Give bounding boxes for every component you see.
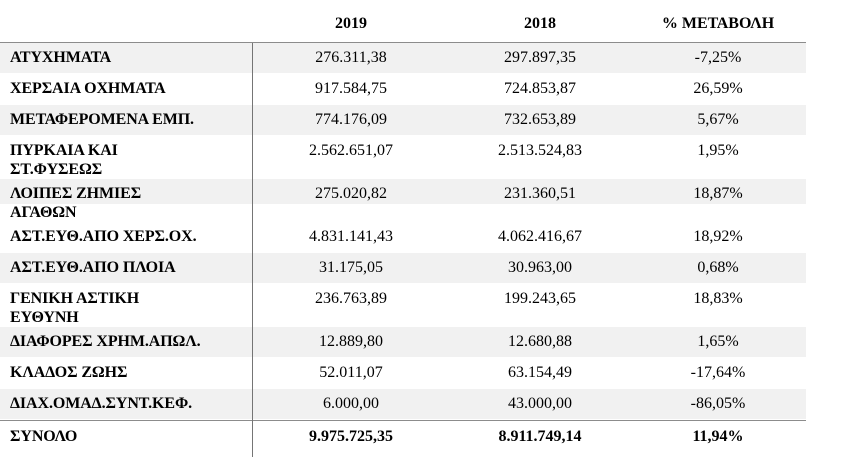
table-row: ΑΣΤ.ΕΥΘ.ΑΠΟ ΧΕΡΣ.ΟΧ. 4.831.141,43 4.062.… [0,222,806,253]
row-value-2019: 9.975.725,35 [309,428,393,445]
row-label: ΣΥΝΟΛΟ [10,428,78,445]
row-label: ΜΕΤΑΦΕΡΟΜΕΝΑ ΕΜΠ. [10,111,194,128]
row-label: ΧΕΡΣΑΙΑ ΟΧΗΜΑΤΑ [10,80,166,97]
row-value-2019: 276.311,38 [315,49,387,66]
table-body: ΑΤΥΧΗΜΑΤΑ 276.311,38 297.897,35 -7,25% Χ… [0,43,806,453]
row-value-2018: 63.154,49 [508,364,572,381]
row-label: ΓΕΝΙΚΗ ΑΣΤΙΚΗ ΕΥΘΥΝΗ [10,290,140,326]
row-value-change: 1,65% [697,333,739,350]
row-value-change: 11,94% [692,428,744,445]
row-value-2018: 43.000,00 [508,395,572,412]
header-cell-empty [0,14,252,42]
row-value-change: -17,64% [690,364,746,381]
table-row: ΔΙΑΧ.ΟΜΑΔ.ΣΥΝΤ.ΚΕΦ. 6.000,00 43.000,00 -… [0,389,806,420]
row-value-change: 5,67% [697,111,739,128]
row-value-change: 1,95% [697,142,739,159]
row-value-2019: 52.011,07 [319,364,383,381]
row-value-2019: 774.176,09 [315,111,387,128]
row-label: ΑΣΤ.ΕΥΘ.ΑΠΟ ΧΕΡΣ.ΟΧ. [10,228,197,245]
row-value-change: -86,05% [690,395,746,412]
row-value-2019: 236.763,89 [315,290,387,307]
row-value-change: 18,83% [693,290,743,307]
row-label: ΠΥΡΚΑΙΑ ΚΑΙ ΣΤ.ΦΥΣΕΩΣ [10,142,118,178]
row-value-2018: 732.653,89 [504,111,576,128]
table-row: ΔΙΑΦΟΡΕΣ ΧΡΗΜ.ΑΠΩΛ. 12.889,80 12.680,88 … [0,327,806,358]
row-value-change: 18,92% [693,228,743,245]
table-header-row: 2019 2018 % ΜΕΤΑΒΟΛΗ [0,8,806,43]
table-total-row: ΣΥΝΟΛΟ 9.975.725,35 8.911.749,14 11,94% [0,420,806,453]
table-row: ΚΛΑΔΟΣ ΖΩΗΣ 52.011,07 63.154,49 -17,64% [0,358,806,389]
row-value-2019: 917.584,75 [315,80,387,97]
row-value-2019: 275.020,82 [315,185,387,202]
row-label: ΑΤΥΧΗΜΑΤΑ [10,49,112,66]
row-value-2018: 4.062.416,67 [498,228,582,245]
row-value-change: 18,87% [693,185,743,202]
row-value-change: 0,68% [697,259,739,276]
row-value-2019: 6.000,00 [323,395,379,412]
row-label: ΔΙΑΧ.ΟΜΑΔ.ΣΥΝΤ.ΚΕΦ. [10,395,193,412]
table-row: ΑΣΤ.ΕΥΘ.ΑΠΟ ΠΛΟΙΑ 31.175,05 30.963,00 0,… [0,253,806,284]
row-label: ΛΟΙΠΕΣ ΖΗΜΙΕΣ ΑΓΑΘΩΝ [10,185,142,221]
row-value-change: -7,25% [694,49,742,66]
row-value-change: 26,59% [693,80,743,97]
row-value-2018: 231.360,51 [504,185,576,202]
table-row: ΠΥΡΚΑΙΑ ΚΑΙ ΣΤ.ΦΥΣΕΩΣ 2.562.651,07 2.513… [0,136,806,179]
header-cell-2019: 2019 [335,15,367,32]
header-cell-2018: 2018 [524,15,556,32]
row-value-2019: 12.889,80 [319,333,383,350]
row-value-2019: 2.562.651,07 [309,142,393,159]
row-value-2018: 8.911.749,14 [498,428,582,445]
row-value-2019: 4.831.141,43 [309,228,393,245]
row-value-2018: 30.963,00 [508,259,572,276]
table-row: ΧΕΡΣΑΙΑ ΟΧΗΜΑΤΑ 917.584,75 724.853,87 26… [0,74,806,105]
row-value-2018: 12.680,88 [508,333,572,350]
row-label: ΑΣΤ.ΕΥΘ.ΑΠΟ ΠΛΟΙΑ [10,259,176,276]
row-label: ΔΙΑΦΟΡΕΣ ΧΡΗΜ.ΑΠΩΛ. [10,333,201,350]
row-label: ΚΛΑΔΟΣ ΖΩΗΣ [10,364,128,381]
row-value-2018: 2.513.524,83 [498,142,582,159]
table-row: ΜΕΤΑΦΕΡΟΜΕΝΑ ΕΜΠ. 774.176,09 732.653,89 … [0,105,806,136]
comparison-table: 2019 2018 % ΜΕΤΑΒΟΛΗ ΑΤΥΧΗΜΑΤΑ 276.311,3… [0,8,806,453]
row-value-2019: 31.175,05 [319,259,383,276]
table-row: ΑΤΥΧΗΜΑΤΑ 276.311,38 297.897,35 -7,25% [0,43,806,74]
row-value-2018: 199.243,65 [504,290,576,307]
row-value-2018: 724.853,87 [504,80,576,97]
table-row: ΛΟΙΠΕΣ ΖΗΜΙΕΣ ΑΓΑΘΩΝ 275.020,82 231.360,… [0,179,806,222]
column-divider-line [252,43,253,457]
row-value-2018: 297.897,35 [504,49,576,66]
table-row: ΓΕΝΙΚΗ ΑΣΤΙΚΗ ΕΥΘΥΝΗ 236.763,89 199.243,… [0,284,806,327]
header-cell-change: % ΜΕΤΑΒΟΛΗ [661,15,775,32]
